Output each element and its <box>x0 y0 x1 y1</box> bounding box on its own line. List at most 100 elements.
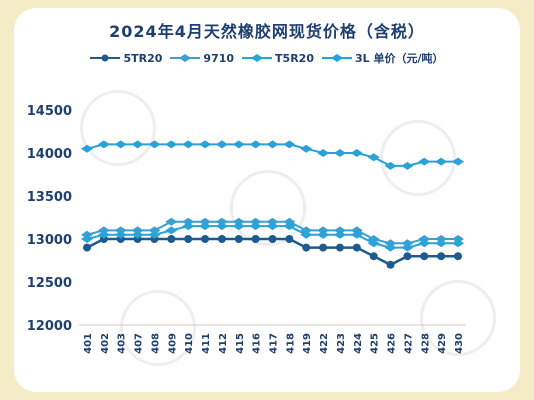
data-point <box>97 140 110 149</box>
data-point <box>435 157 448 166</box>
data-point <box>182 222 195 231</box>
data-point <box>215 222 228 231</box>
data-point <box>83 243 91 252</box>
y-tick-label: 13000 <box>27 233 72 248</box>
data-point <box>369 252 378 261</box>
x-tick-label: 424 <box>353 333 364 354</box>
data-point <box>81 230 93 239</box>
data-point <box>333 149 346 157</box>
x-tick-label: 402 <box>100 333 111 354</box>
data-point <box>217 235 226 243</box>
data-point <box>283 140 296 149</box>
data-point <box>350 226 363 235</box>
data-point <box>249 140 262 149</box>
data-point <box>131 140 144 149</box>
x-tick-label: 410 <box>184 333 195 354</box>
data-point <box>182 217 195 226</box>
x-tick-label: 429 <box>437 333 448 354</box>
data-point <box>131 230 144 239</box>
y-tick-label: 14500 <box>27 104 72 119</box>
data-point <box>283 217 296 226</box>
data-point <box>300 144 313 153</box>
data-point <box>401 161 414 170</box>
data-point <box>386 260 395 269</box>
data-point <box>199 140 212 149</box>
data-point <box>215 217 228 226</box>
data-point <box>285 235 294 243</box>
data-point <box>435 235 448 243</box>
x-tick-label: 422 <box>319 333 330 354</box>
data-point <box>418 239 431 248</box>
data-point <box>114 230 127 239</box>
legend-symbol <box>242 54 273 62</box>
data-point <box>266 222 279 231</box>
data-point <box>420 252 429 261</box>
x-tick-label: 409 <box>167 333 178 354</box>
data-point <box>97 226 110 235</box>
data-point <box>182 140 195 149</box>
data-point <box>418 235 431 243</box>
data-point <box>201 235 210 243</box>
x-tick-label: 407 <box>134 333 145 354</box>
y-tick-label: 14000 <box>27 147 72 162</box>
x-tick-label: 408 <box>150 333 161 354</box>
data-point <box>266 217 279 226</box>
watermark-seal <box>230 170 306 246</box>
data-point <box>418 157 431 166</box>
data-point <box>333 226 346 235</box>
data-point <box>300 230 313 239</box>
data-point <box>350 149 363 157</box>
data-point <box>384 239 397 248</box>
data-point <box>268 235 277 243</box>
x-tick-label: 415 <box>235 333 246 354</box>
x-tick-label: 423 <box>336 333 347 354</box>
legend-label: 5TR20 <box>123 51 163 65</box>
legend-item: 5TR20 <box>90 50 162 66</box>
y-tick-label: 13500 <box>27 190 72 205</box>
data-point <box>249 217 262 226</box>
x-tick-label: 411 <box>201 333 212 354</box>
data-point <box>81 235 93 243</box>
watermark-seal <box>420 280 496 356</box>
data-point <box>335 243 344 252</box>
y-tick-label: 12000 <box>27 319 72 334</box>
x-tick-label: 428 <box>420 333 431 354</box>
legend-symbol <box>90 54 121 62</box>
data-point <box>437 252 446 261</box>
data-point <box>167 235 176 243</box>
data-point <box>234 235 243 243</box>
legend-symbol <box>170 54 201 62</box>
legend-label: T5R20 <box>275 51 314 65</box>
x-tick-label: 401 <box>83 333 94 354</box>
data-point <box>317 230 330 239</box>
data-point <box>403 252 412 261</box>
data-point <box>97 230 110 239</box>
x-tick-label: 430 <box>454 333 465 354</box>
data-point <box>232 222 245 231</box>
chart-legend: 5TR20 9710 T5R20 3L 单价（元/吨） <box>0 50 534 66</box>
data-point <box>184 235 193 243</box>
x-tick-label: 417 <box>269 333 280 354</box>
data-point <box>232 140 245 149</box>
data-point <box>148 230 161 239</box>
data-point <box>319 243 328 252</box>
chart-title: 2024年4月天然橡胶网现货价格（含税） <box>109 22 425 41</box>
data-point <box>215 140 228 149</box>
x-tick-label: 403 <box>117 333 128 354</box>
data-point <box>352 243 361 252</box>
data-point <box>401 243 414 252</box>
data-point <box>302 243 311 252</box>
data-point <box>81 144 93 153</box>
data-point <box>165 226 178 235</box>
data-point <box>199 222 212 231</box>
legend-item: 9710 <box>170 50 234 66</box>
data-point <box>283 222 296 231</box>
watermark-seal <box>120 290 196 366</box>
legend-label: 9710 <box>203 51 235 65</box>
data-point <box>114 226 127 235</box>
data-point <box>165 140 178 149</box>
data-point <box>251 235 260 243</box>
data-point <box>148 140 161 149</box>
data-point <box>165 217 178 226</box>
